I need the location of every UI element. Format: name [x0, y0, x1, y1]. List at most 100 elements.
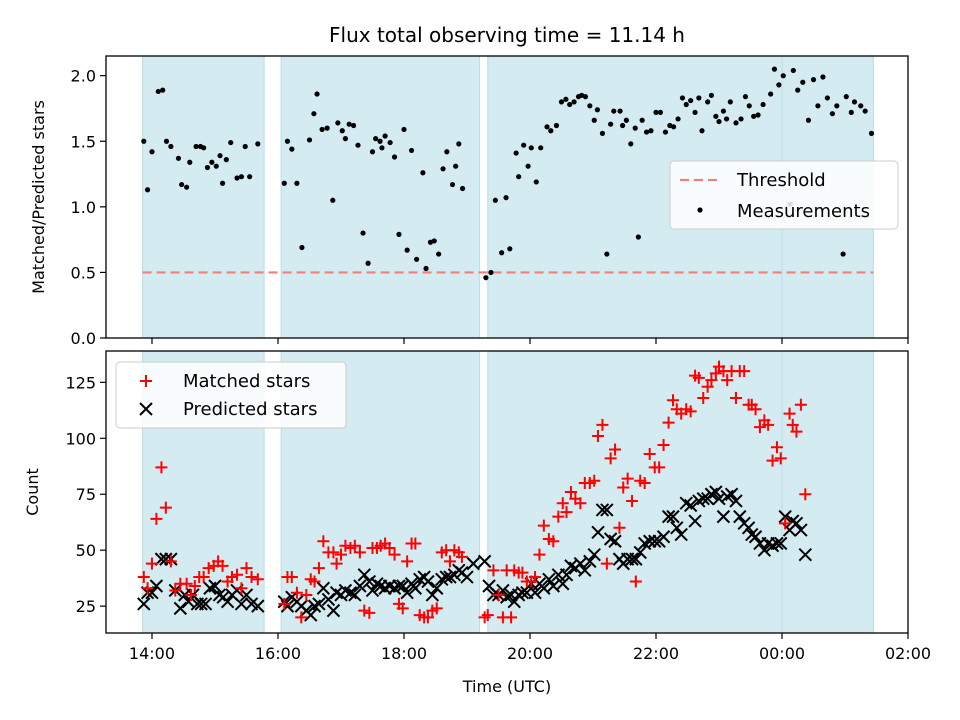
measurement-point: [213, 163, 219, 169]
predicted-star-point: [357, 568, 372, 582]
legend-predicted-swatch: [139, 402, 153, 416]
measurement-point: [507, 246, 513, 252]
measurement-point: [369, 149, 376, 155]
measurement-point: [160, 87, 166, 93]
measurement-point: [175, 155, 182, 161]
predicted-star-point: [137, 597, 151, 611]
x-axis-label: Time (UTC): [462, 677, 551, 696]
matched-star-point: [560, 506, 573, 519]
measurement-point: [346, 121, 352, 127]
measurement-point: [488, 269, 494, 276]
measurement-point: [163, 138, 170, 144]
measurement-point: [440, 166, 446, 172]
measurement-point: [688, 97, 694, 104]
measurement-point: [587, 103, 593, 109]
measurement-point: [843, 94, 849, 100]
matched-star-point: [245, 571, 258, 584]
measurement-point: [716, 118, 722, 125]
predicted-star-point: [666, 509, 680, 524]
measurement-point: [319, 126, 325, 133]
measurement-point: [599, 130, 606, 136]
matched-star-point: [240, 562, 253, 575]
matched-star-point: [705, 374, 718, 387]
measurement-point: [449, 181, 456, 188]
measurement-point: [538, 145, 544, 151]
measurement-point: [404, 247, 410, 253]
predicted-star-point: [688, 514, 702, 528]
measurement-point: [632, 125, 638, 131]
measurement-point: [179, 181, 185, 188]
measurement-point: [144, 187, 151, 193]
measurement-point: [242, 143, 248, 150]
measurement-point: [330, 197, 336, 203]
measurement-point: [553, 122, 560, 129]
matched-star-point: [653, 461, 666, 474]
measurement-point: [790, 67, 796, 74]
measurement-point: [238, 174, 245, 180]
matched-star-point: [609, 443, 622, 456]
predicted-star-point: [316, 581, 331, 595]
predicted-star-point: [661, 509, 676, 524]
measurement-point: [738, 116, 744, 122]
predicted-star-point: [770, 536, 784, 551]
measurement-point: [675, 116, 681, 122]
predicted-star-point: [556, 577, 570, 591]
ratio-panel: 0.0 0.5 1.0 1.5 2.0 Matched/Predicted stars Th…: [29, 55, 909, 348]
measurement-point: [324, 125, 330, 131]
matched-star-point: [547, 535, 560, 548]
predicted-star-point: [439, 570, 453, 584]
matched-star-point: [226, 571, 239, 584]
measurement-point: [521, 142, 527, 148]
predicted-star-point: [648, 534, 662, 548]
legend-measurement-label: Measurements: [737, 201, 870, 222]
matched-star-point: [137, 571, 150, 584]
measurement-point: [453, 163, 459, 169]
predicted-star-point: [511, 588, 526, 602]
measurement-point: [805, 117, 812, 123]
predicted-star-point: [425, 588, 440, 602]
measurement-point: [396, 231, 402, 237]
measurement-point: [683, 101, 689, 108]
matched-star-point: [533, 548, 546, 561]
predicted-star-point: [595, 503, 610, 517]
predicted-star-point: [729, 494, 743, 508]
x-tick-label: 18:00: [381, 644, 427, 663]
matched-star-point: [235, 582, 248, 595]
measurement-point: [379, 145, 385, 151]
measurement-point: [692, 109, 698, 115]
measurement-point: [459, 185, 466, 192]
measurement-point: [387, 139, 393, 146]
predicted-star-point: [774, 536, 788, 551]
measurement-point: [696, 95, 702, 101]
predicted-star-point: [173, 601, 188, 616]
y-tick-label: 0.0: [71, 329, 96, 348]
matched-star-point: [574, 497, 587, 510]
measurement-point: [544, 124, 550, 130]
matched-star-point: [749, 403, 762, 416]
predicted-star-point: [198, 597, 213, 611]
measurement-point: [228, 139, 234, 146]
matched-star-point: [180, 577, 193, 590]
matched-star-point: [330, 557, 343, 570]
matched-star-point: [613, 521, 626, 534]
measurement-point: [483, 275, 489, 281]
matched-star-point: [643, 447, 656, 460]
matched-star-point: [285, 571, 298, 584]
measurement-point: [247, 174, 253, 180]
predicted-star-point: [709, 485, 723, 499]
measurement-point: [201, 145, 207, 151]
predicted-star-point: [583, 554, 597, 569]
x-tick-label: 20:00: [507, 644, 553, 663]
matched-star-point: [401, 555, 414, 568]
predicted-star-point: [778, 509, 792, 524]
matched-star-point: [481, 609, 494, 622]
measurement-point: [408, 147, 415, 154]
legend-box: [115, 361, 347, 429]
predicted-star-point: [587, 547, 601, 562]
matched-star-point: [278, 597, 291, 610]
measurement-point: [699, 128, 705, 134]
matched-star-point: [197, 571, 210, 584]
measurement-point: [492, 197, 498, 203]
measurement-point: [335, 120, 341, 126]
predicted-star-point: [674, 527, 688, 542]
